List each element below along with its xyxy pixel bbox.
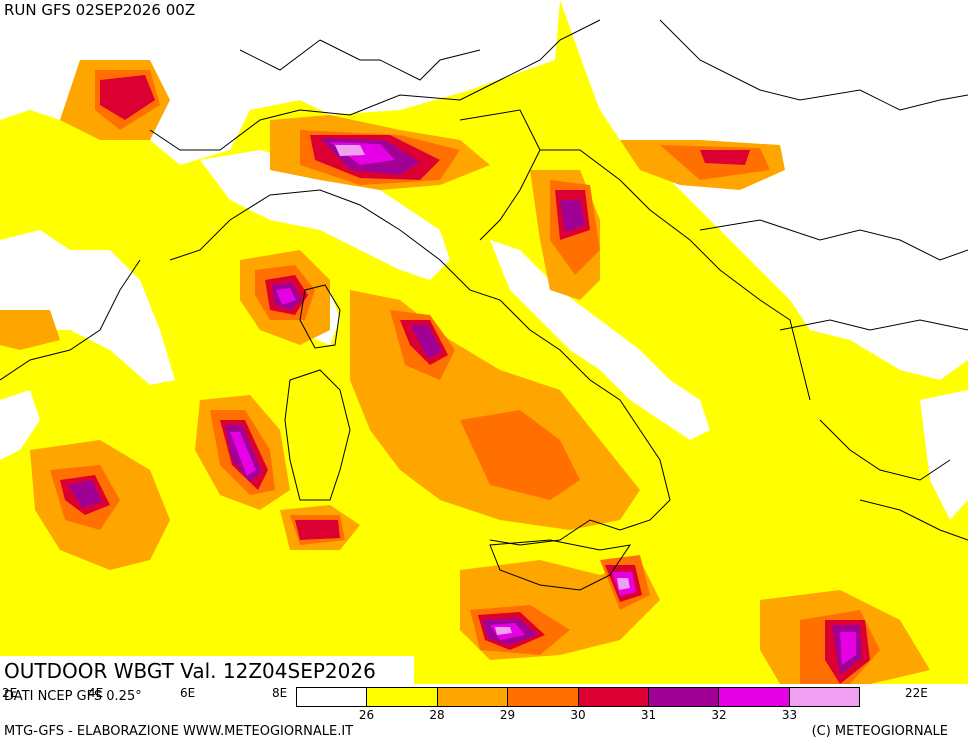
lon-label-2e: 2E	[2, 686, 18, 700]
footer-credit: MTG-GFS - ELABORAZIONE WWW.METEOGIORNALE…	[4, 724, 354, 739]
lon-label-4e: 4E	[88, 686, 104, 700]
run-label: RUN GFS 02SEP2026 00Z	[4, 1, 196, 19]
legend-tick-label: 33	[781, 708, 798, 722]
above-33-areas	[335, 145, 630, 635]
legend-tick-label: 30	[570, 708, 586, 722]
data-source-label: DATI NCEP GFS 0.25°	[4, 689, 142, 704]
legend-tick-label: 32	[711, 708, 727, 722]
footer-copyright: (C) METEOGIORNALE	[811, 724, 948, 739]
coastlines-borders	[0, 19, 968, 591]
title-box	[0, 656, 414, 686]
map-title: OUTDOOR WBGT Val. 12Z04SEP2026	[4, 659, 376, 683]
legend-swatch	[508, 688, 579, 706]
legend-swatch	[648, 688, 720, 706]
lon-label-22e: 22E	[905, 686, 928, 700]
lon-label-8e: 8E	[272, 686, 288, 700]
legend-tick-label: 29	[499, 708, 516, 722]
legend-swatch	[367, 688, 438, 706]
legend-tick-label: 31	[640, 708, 657, 722]
legend-swatch	[719, 688, 790, 706]
legend-swatch	[297, 688, 368, 706]
lon-label-6e: 6E	[180, 686, 196, 700]
below-26-areas	[0, 0, 968, 520]
legend-swatch	[437, 688, 509, 706]
legend-swatch	[789, 688, 859, 706]
color-legend	[296, 687, 860, 707]
legend-tick-label: 28	[429, 708, 445, 722]
legend-tick-label: 26	[358, 708, 375, 722]
legend-swatch	[578, 688, 649, 706]
